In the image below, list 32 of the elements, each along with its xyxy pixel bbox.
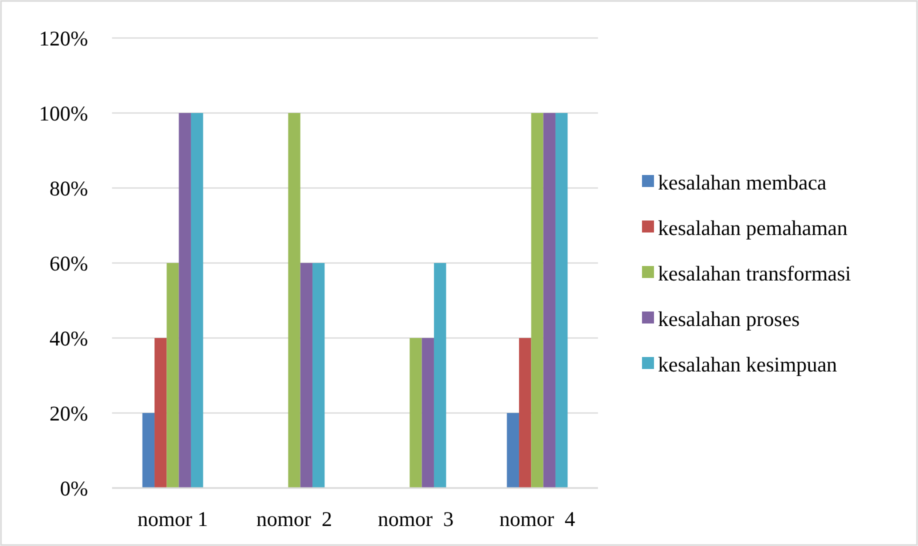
bar (300, 263, 312, 488)
y-tick-label: 40% (50, 326, 88, 350)
x-tick-label: nomor 2 (256, 507, 332, 531)
bar (531, 113, 544, 488)
bar (312, 263, 325, 488)
y-tick-label: 0% (60, 476, 88, 500)
bar (154, 338, 167, 488)
bar (506, 413, 520, 488)
bar (166, 263, 179, 488)
bar (142, 413, 155, 488)
bar (519, 338, 532, 488)
bar (543, 113, 556, 488)
bar (288, 113, 300, 488)
legend-label: kesalahan transformasi (658, 261, 852, 286)
legend-label: kesalahan proses (658, 306, 800, 331)
y-tick-label: 60% (50, 251, 88, 276)
x-tick-label: nomor 1 (137, 507, 208, 531)
bar (410, 338, 422, 488)
y-tick-label: 20% (50, 401, 88, 426)
x-tick-label: nomor 4 (499, 507, 576, 531)
legend-label: kesalahan membaca (658, 170, 828, 194)
bar (190, 113, 204, 488)
bar (422, 338, 434, 488)
y-tick-label: 100% (39, 101, 88, 126)
legend-label: kesalahan kesimpuan (658, 352, 838, 376)
bar (178, 113, 191, 488)
y-tick-label: 80% (50, 176, 88, 200)
bar (434, 263, 446, 488)
x-tick-label: nomor 3 (378, 507, 454, 531)
legend-label: kesalahan pemahaman (658, 216, 848, 240)
y-tick-label: 120% (39, 26, 88, 50)
bar (555, 113, 568, 488)
